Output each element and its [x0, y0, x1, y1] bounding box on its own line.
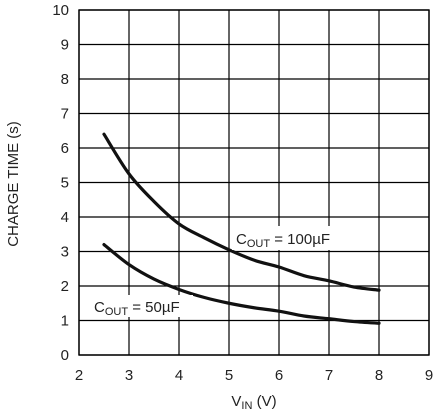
series-line-0	[102, 132, 381, 292]
x-axis-label-unit: (V)	[252, 393, 276, 410]
y-tick-label: 9	[61, 37, 69, 54]
y-tick-label: 3	[61, 244, 69, 261]
x-tick-label: 3	[125, 367, 133, 384]
x-tick-label: 8	[375, 367, 383, 384]
x-tick-label: 2	[75, 367, 83, 384]
label-50uf-background	[91, 295, 193, 317]
label-100uf-main: C	[236, 231, 247, 248]
y-tick-label: 10	[52, 2, 69, 19]
tick-labels: 2 3 4 5 6 7 8 9 0 1 2 3 4 5 6 7 8 9 10	[52, 2, 433, 384]
annotations: COUT = 100µF COUT = 50µF	[91, 226, 354, 318]
label-100uf-rest: = 100µF	[270, 231, 330, 248]
y-tick-label: 4	[61, 209, 69, 226]
x-tick-label: 6	[275, 367, 283, 384]
y-tick-label: 8	[61, 71, 69, 88]
label-50uf-main: C	[94, 299, 105, 316]
x-axis-label: VIN (V)	[231, 393, 276, 412]
label-100uf-background	[232, 226, 354, 250]
series-label-50uf: COUT = 50µF	[94, 299, 180, 318]
x-tick-label: 7	[325, 367, 333, 384]
y-tick-label: 1	[61, 313, 69, 330]
x-tick-label: 9	[425, 367, 433, 384]
x-tick-label: 4	[175, 367, 183, 384]
y-axis-label: CHARGE TIME (s)	[5, 121, 22, 247]
label-50uf-rest: = 50µF	[128, 299, 180, 316]
y-tick-label: 5	[61, 175, 69, 192]
label-100uf-group: COUT = 100µF	[232, 226, 354, 250]
grid	[78, 9, 430, 356]
y-tick-label: 7	[61, 106, 69, 123]
label-100uf-sub: OUT	[247, 238, 271, 250]
series-line-1	[102, 243, 381, 325]
plot-frame	[78, 9, 430, 356]
x-axis-label-sub: IN	[241, 400, 252, 412]
y-tick-label: 0	[61, 347, 69, 364]
y-tick-label: 6	[61, 140, 69, 157]
series-group	[102, 132, 381, 325]
series-label-100uf: COUT = 100µF	[236, 231, 330, 250]
label-50uf-group: COUT = 50µF	[91, 295, 193, 318]
y-tick-label: 2	[61, 278, 69, 295]
label-50uf-sub: OUT	[105, 306, 129, 318]
x-axis-label-main: V	[231, 393, 241, 410]
x-tick-label: 5	[225, 367, 233, 384]
